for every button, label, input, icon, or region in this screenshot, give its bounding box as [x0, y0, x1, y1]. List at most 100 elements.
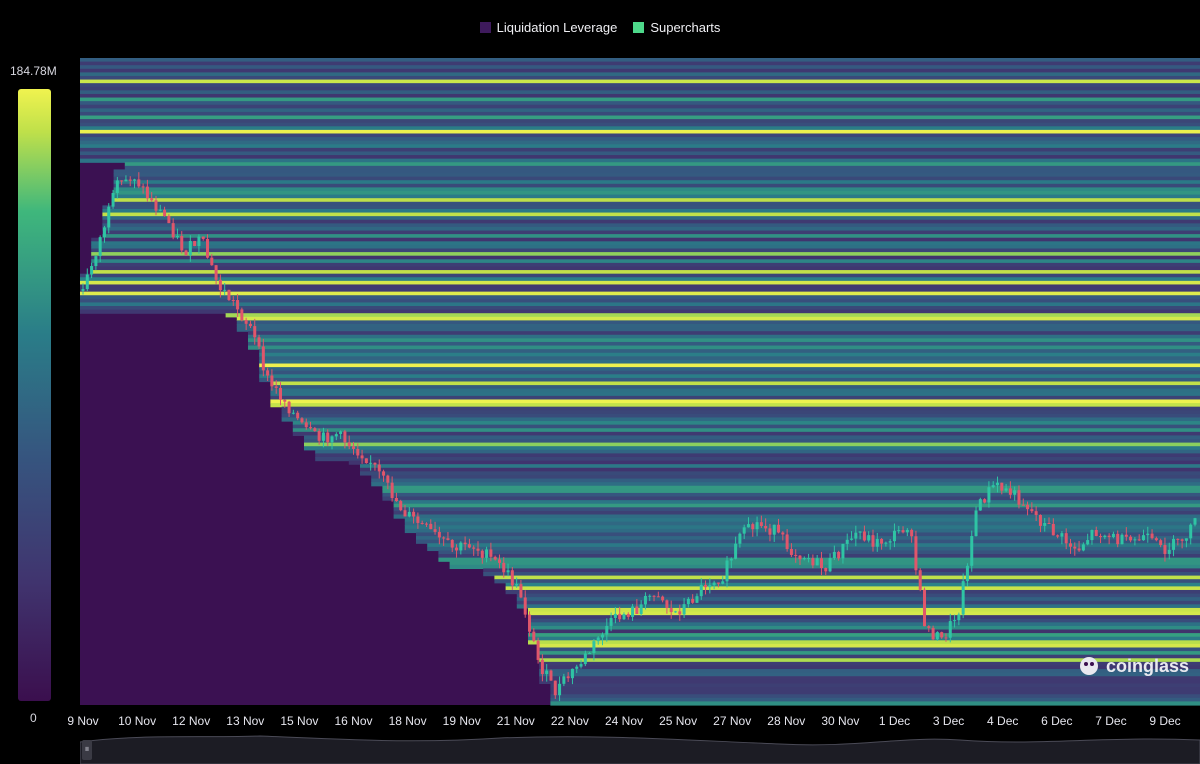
candle-body	[1129, 536, 1133, 541]
candle-body	[965, 565, 969, 582]
liquidation-band	[360, 471, 1200, 476]
candle-body	[180, 236, 184, 251]
candle-body	[931, 627, 935, 640]
legend-swatch	[479, 22, 491, 33]
candle-body	[841, 543, 845, 559]
liquidation-band	[236, 316, 1200, 321]
candle-body	[442, 537, 446, 539]
liquidation-band	[248, 345, 1200, 350]
liquidation-band	[80, 273, 1200, 278]
liquidation-band	[315, 449, 1200, 454]
x-tick-label: 19 Nov	[443, 714, 481, 728]
candle-body	[691, 598, 695, 603]
candle-body	[137, 179, 141, 187]
liquidation-band	[80, 75, 1200, 81]
candle-body	[695, 596, 699, 603]
liquidation-band	[393, 500, 1200, 505]
liquidation-band	[259, 374, 1200, 379]
liquidation-band	[516, 593, 1200, 598]
candle-body	[1189, 524, 1193, 539]
chart-legend: Liquidation Leverage Supercharts	[0, 20, 1200, 35]
liquidation-band	[91, 237, 1200, 242]
liquidation-band	[225, 313, 1200, 318]
time-navigator[interactable]: ⏸	[80, 730, 1200, 764]
legend-item-liquidation-leverage[interactable]: Liquidation Leverage	[479, 20, 617, 35]
liquidation-band	[516, 597, 1200, 602]
liquidation-band	[550, 694, 1200, 699]
liquidation-band	[315, 456, 1200, 462]
liquidation-band	[124, 165, 1200, 171]
candle-body	[759, 522, 763, 527]
liquidation-band	[304, 435, 1200, 440]
candle-body	[819, 558, 823, 569]
candle-body	[553, 680, 557, 696]
candle-body	[785, 534, 789, 549]
candle-body	[407, 511, 411, 517]
candle-body	[1124, 534, 1128, 537]
legend-item-supercharts[interactable]: Supercharts	[633, 20, 720, 35]
candle-body	[755, 522, 759, 530]
candle-body	[394, 498, 398, 502]
liquidation-band	[539, 669, 1200, 674]
candle-body	[798, 555, 802, 560]
x-tick-label: 4 Dec	[987, 714, 1018, 728]
liquidation-band	[80, 111, 1200, 117]
liquidation-band	[80, 280, 1200, 286]
candle-body	[1193, 518, 1197, 525]
liquidation-band	[281, 410, 1200, 415]
candle-body	[570, 668, 574, 679]
candle-body	[1163, 545, 1167, 554]
candle-body	[1026, 504, 1030, 510]
x-tick-label: 15 Nov	[280, 714, 318, 728]
candle-body	[218, 279, 222, 291]
liquidation-band	[539, 647, 1200, 652]
candle-body	[274, 386, 278, 388]
candle-body	[867, 535, 871, 541]
liquidation-band	[270, 403, 1200, 408]
x-tick-label: 28 Nov	[767, 714, 805, 728]
candle-body	[751, 524, 755, 530]
liquidation-band	[80, 65, 1200, 70]
liquidation-band	[416, 539, 1200, 544]
liquidation-band	[80, 119, 1200, 124]
liquidation-band	[550, 687, 1200, 692]
candle-body	[356, 448, 360, 456]
liquidation-band	[281, 417, 1200, 422]
candle-body	[171, 223, 175, 238]
candle-body	[158, 209, 162, 211]
legend-swatch	[633, 22, 645, 33]
candle-body	[197, 236, 201, 247]
candle-body	[309, 427, 313, 429]
liquidation-band	[113, 183, 1200, 188]
liquidation-band	[528, 625, 1200, 631]
candle-body	[1021, 504, 1025, 506]
candle-body	[656, 596, 660, 598]
liquidation-band	[248, 334, 1200, 339]
liquidation-band	[292, 424, 1200, 429]
navigator-handle-left[interactable]: ⏸	[82, 740, 92, 760]
candle-body	[978, 499, 982, 511]
candle-body	[699, 584, 703, 597]
x-tick-label: 27 Nov	[713, 714, 751, 728]
candle-body	[163, 209, 167, 216]
candle-body	[1150, 533, 1154, 539]
liquidation-band	[236, 327, 1200, 332]
candle-body	[802, 558, 806, 560]
candle-body	[678, 611, 682, 615]
candle-body	[828, 558, 832, 572]
candle-body	[545, 670, 549, 675]
liquidation-band	[113, 201, 1200, 206]
liquidation-band	[539, 651, 1200, 656]
legend-label: Supercharts	[650, 20, 721, 35]
candle-body	[523, 597, 527, 615]
candle-body	[253, 326, 257, 338]
candle-body	[609, 617, 613, 626]
candle-body	[291, 412, 295, 414]
candle-body	[596, 637, 600, 642]
candle-body	[102, 227, 106, 238]
liquidation-band	[528, 640, 1200, 645]
liquidation-band	[371, 474, 1200, 480]
candle-body	[910, 529, 914, 537]
liquidation-band	[80, 137, 1200, 142]
liquidation-band	[102, 212, 1200, 217]
